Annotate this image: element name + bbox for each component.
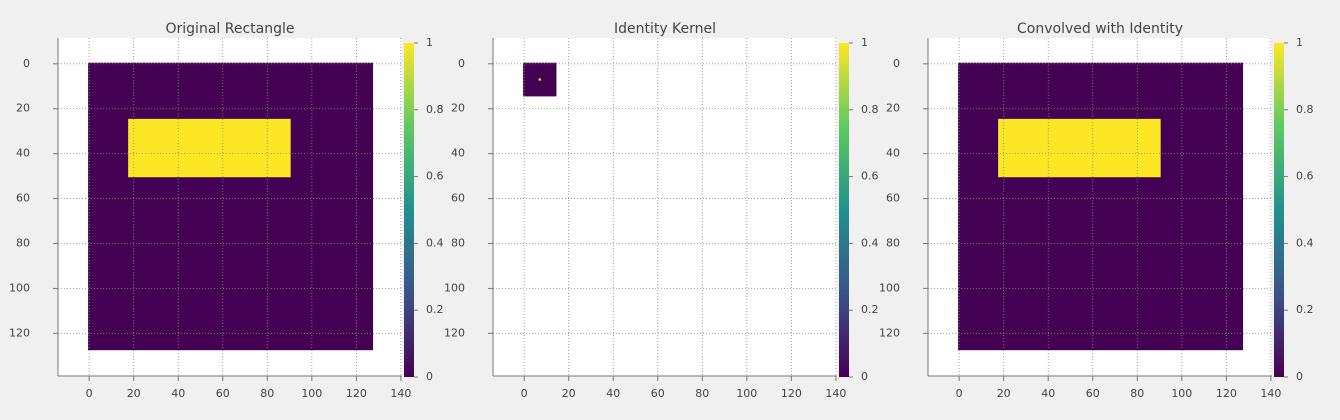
x-tick-label: 20 (997, 387, 1011, 400)
colorbar (404, 43, 414, 377)
colorbar-tick-label: 0.2 (426, 303, 444, 316)
colorbar-tick-label: 0.8 (861, 103, 879, 116)
colorbar-tick-label: 0 (861, 370, 868, 383)
y-tick-label: 100 (9, 281, 30, 294)
x-tick-label: 120 (346, 387, 367, 400)
x-tick-label: 140 (390, 387, 411, 400)
x-tick-label: 60 (216, 387, 230, 400)
y-tick-label: 80 (16, 236, 30, 249)
y-tick-label: 100 (879, 281, 900, 294)
colorbar-tick-label: 0.2 (861, 303, 879, 316)
y-tick-label: 80 (451, 236, 465, 249)
x-tick-label: 0 (956, 387, 963, 400)
y-tick-label: 0 (458, 57, 465, 70)
colorbar (839, 43, 849, 377)
colorbar (1274, 43, 1284, 377)
colorbar-tick-label: 0.6 (1296, 170, 1314, 183)
y-tick-label: 120 (444, 326, 465, 339)
x-tick-label: 0 (521, 387, 528, 400)
x-tick-label: 80 (695, 387, 709, 400)
colorbar-tick-label: 1 (861, 36, 868, 49)
colorbar-tick-label: 0 (1296, 370, 1303, 383)
image-region (998, 118, 1161, 178)
y-tick-label: 20 (451, 102, 465, 115)
colorbar-tick-label: 0.8 (426, 103, 444, 116)
y-tick-label: 20 (886, 102, 900, 115)
x-tick-label: 0 (86, 387, 93, 400)
colorbar-tick-label: 0.8 (1296, 103, 1314, 116)
y-tick-label: 100 (444, 281, 465, 294)
x-tick-label: 40 (606, 387, 620, 400)
colorbar-tick-label: 0.4 (861, 236, 879, 249)
colorbar-tick-label: 0.4 (426, 236, 444, 249)
x-tick-label: 120 (1216, 387, 1237, 400)
x-tick-label: 40 (1041, 387, 1055, 400)
colorbar-tick-label: 0.4 (1296, 236, 1314, 249)
x-tick-label: 20 (127, 387, 141, 400)
y-tick-label: 0 (893, 57, 900, 70)
colorbar-tick-label: 1 (426, 36, 433, 49)
x-tick-label: 120 (781, 387, 802, 400)
x-tick-label: 100 (736, 387, 757, 400)
x-tick-label: 60 (651, 387, 665, 400)
y-tick-label: 120 (9, 326, 30, 339)
image-region (88, 62, 374, 351)
x-tick-label: 80 (260, 387, 274, 400)
panel: Identity Kernel 0 20 40 60 80 100 120 140 0 20 40 60… (444, 21, 879, 400)
chart-title: Convolved with Identity (1017, 21, 1183, 37)
x-tick-label: 100 (301, 387, 322, 400)
x-tick-label: 60 (1086, 387, 1100, 400)
chart-title: Original Rectangle (166, 21, 295, 37)
y-tick-label: 60 (16, 192, 30, 205)
colorbar-tick-label: 0.2 (1296, 303, 1314, 316)
x-tick-label: 20 (562, 387, 576, 400)
image-region (128, 118, 291, 178)
y-tick-label: 20 (16, 102, 30, 115)
x-tick-label: 80 (1130, 387, 1144, 400)
y-tick-label: 0 (23, 57, 30, 70)
y-tick-label: 60 (886, 192, 900, 205)
x-tick-label: 140 (1260, 387, 1281, 400)
y-tick-label: 40 (16, 147, 30, 160)
panel: Original Rectangle 0 20 40 60 80 100 120 140 0 20 4… (9, 21, 444, 400)
y-tick-label: 40 (886, 147, 900, 160)
image-region (958, 62, 1244, 351)
y-tick-label: 120 (879, 326, 900, 339)
colorbar-tick-label: 0.6 (426, 170, 444, 183)
colorbar-tick-label: 0.6 (861, 170, 879, 183)
y-tick-label: 40 (451, 147, 465, 160)
chart-title: Identity Kernel (614, 21, 716, 37)
y-tick-label: 60 (451, 192, 465, 205)
x-tick-label: 140 (825, 387, 846, 400)
y-tick-label: 80 (886, 236, 900, 249)
x-tick-label: 100 (1171, 387, 1192, 400)
image-region (538, 78, 541, 81)
colorbar-tick-label: 1 (1296, 36, 1303, 49)
x-tick-label: 40 (171, 387, 185, 400)
colorbar-tick-label: 0 (426, 370, 433, 383)
